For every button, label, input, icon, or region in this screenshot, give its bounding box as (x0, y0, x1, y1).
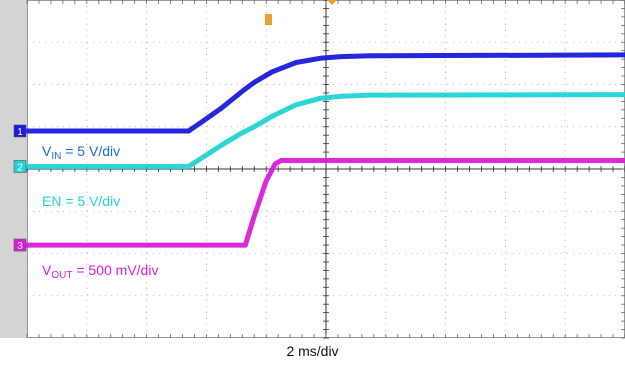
channel-marker-en (13, 160, 27, 173)
top-markers (265, 0, 337, 25)
vin-scale-label: VIN = 5 V/div (42, 143, 120, 162)
channel-marker-vin-label: 1 (17, 127, 23, 138)
trace-en (24, 92, 625, 169)
channel-markers: 1 2 3 (13, 124, 27, 252)
channel-marker-en-label: 2 (17, 162, 23, 173)
channel-marker-vout (13, 238, 27, 252)
timebase-label: 2 ms/div (286, 343, 339, 359)
en-scale-label: EN = 5 V/div (42, 193, 120, 209)
vin-scale-label-sub: IN (51, 151, 61, 162)
vin-scale-label-rest: = 5 V/div (61, 143, 120, 159)
trace-vout (24, 158, 625, 248)
vout-scale-label-rest: = 500 mV/div (72, 262, 158, 278)
channel-marker-vin (13, 124, 27, 138)
channel-marker-vout-label: 3 (17, 241, 23, 252)
trace-vin (24, 52, 625, 134)
vout-scale-label: VOUT = 500 mV/div (42, 262, 158, 281)
trigger-position-marker (265, 14, 272, 25)
vout-scale-label-sub: OUT (51, 270, 72, 281)
traces (24, 52, 625, 248)
trigger-time-marker (327, 0, 337, 5)
